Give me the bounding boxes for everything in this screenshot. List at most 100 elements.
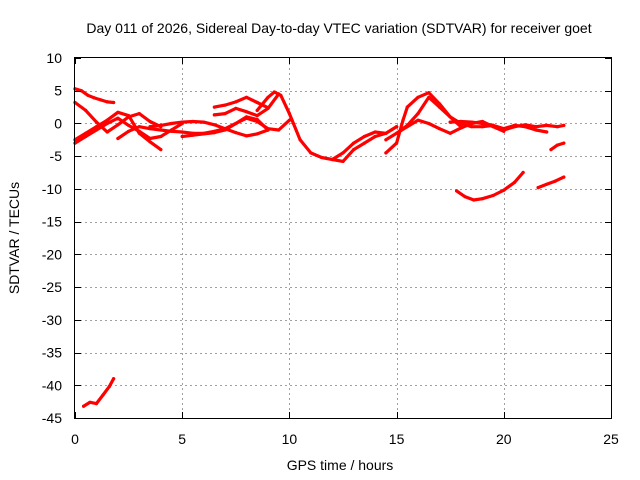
data-point <box>555 125 560 129</box>
plot-frame <box>74 57 612 419</box>
data-point <box>448 120 452 124</box>
data-point <box>405 125 409 129</box>
data-point <box>553 179 557 183</box>
data-point <box>105 130 109 134</box>
data-point <box>105 118 109 122</box>
data-point <box>169 121 174 126</box>
y-tick-label: -30 <box>42 312 62 328</box>
satellite-track-11 <box>330 125 399 162</box>
data-point <box>255 132 259 136</box>
data-point <box>148 136 152 141</box>
data-point <box>536 186 540 190</box>
data-point <box>521 170 525 175</box>
data-point <box>437 105 442 109</box>
data-point <box>562 123 566 127</box>
data-point <box>159 128 163 132</box>
data-point <box>101 393 105 397</box>
data-point <box>341 151 345 155</box>
data-point <box>116 116 120 120</box>
y-tick-label: -45 <box>42 410 62 426</box>
data-point <box>84 134 88 139</box>
data-point <box>272 90 276 94</box>
data-point <box>223 103 227 107</box>
satellite-track-19 <box>536 175 566 190</box>
y-tick-label: -5 <box>50 148 63 164</box>
data-point <box>341 159 345 163</box>
data-point <box>545 130 549 134</box>
data-point <box>244 110 249 114</box>
data-point <box>180 120 184 124</box>
y-tick-label: -25 <box>42 279 62 295</box>
y-tick-label: 5 <box>54 83 62 99</box>
data-point <box>191 133 195 137</box>
satellite-track-10 <box>255 90 399 163</box>
data-point <box>112 377 116 381</box>
data-point <box>94 125 98 129</box>
data-point <box>244 95 249 99</box>
data-point <box>105 100 109 104</box>
y-tick-label: -15 <box>42 214 62 230</box>
data-point <box>470 120 474 124</box>
series-line-20 <box>81 377 116 408</box>
data-point <box>459 119 463 124</box>
data-point <box>437 127 442 131</box>
series-line-18 <box>455 170 525 202</box>
x-tick-label: 5 <box>178 431 186 447</box>
satellite-track-7 <box>180 116 291 139</box>
data-point <box>234 100 238 104</box>
satellite-track-17 <box>549 141 566 152</box>
data-point <box>427 95 431 99</box>
x-axis-label: GPS time / hours <box>287 457 394 473</box>
data-point <box>459 126 463 130</box>
data-point <box>148 140 152 144</box>
data-point <box>562 175 566 179</box>
data-point <box>169 129 174 133</box>
data-point <box>88 400 92 404</box>
data-point <box>395 125 399 129</box>
series-line-6 <box>148 119 270 138</box>
data-point <box>137 112 141 116</box>
data-point <box>159 134 163 139</box>
data-point <box>202 132 206 136</box>
series-line-19 <box>536 175 566 190</box>
data-point <box>395 141 399 145</box>
data-point <box>545 123 549 127</box>
data-point <box>491 193 495 198</box>
data-point <box>255 108 259 112</box>
data-point <box>148 119 152 124</box>
data-point <box>94 128 98 132</box>
data-point <box>455 189 459 193</box>
data-point <box>384 131 388 135</box>
data-point <box>127 129 131 133</box>
satellite-track-9 <box>212 92 281 118</box>
x-tick-label: 15 <box>389 431 405 447</box>
data-point <box>395 131 399 135</box>
data-point <box>555 143 560 147</box>
data-point <box>472 198 476 202</box>
data-point <box>266 95 270 99</box>
data-point <box>212 113 216 117</box>
y-axis-label: SDTVAR / TECUs <box>6 182 22 294</box>
grid-lines <box>75 58 611 418</box>
data-point <box>234 131 238 135</box>
satellite-track-1 <box>73 87 116 105</box>
data-point <box>512 125 517 129</box>
data-point <box>549 148 553 152</box>
data-point <box>534 125 538 129</box>
axis-ticks <box>75 58 612 419</box>
data-point <box>212 105 216 109</box>
data-point <box>92 96 96 100</box>
data-point <box>416 95 420 99</box>
satellite-track-18 <box>455 170 525 202</box>
data-point <box>384 151 388 155</box>
data-point <box>480 121 484 126</box>
y-tick-label: 0 <box>54 115 62 131</box>
satellite-track-15 <box>448 119 549 134</box>
data-point <box>266 127 270 131</box>
data-point <box>480 197 484 201</box>
data-point <box>94 402 98 406</box>
data-point <box>512 180 517 184</box>
data-point <box>562 141 566 145</box>
y-tick-label: -10 <box>42 181 62 197</box>
